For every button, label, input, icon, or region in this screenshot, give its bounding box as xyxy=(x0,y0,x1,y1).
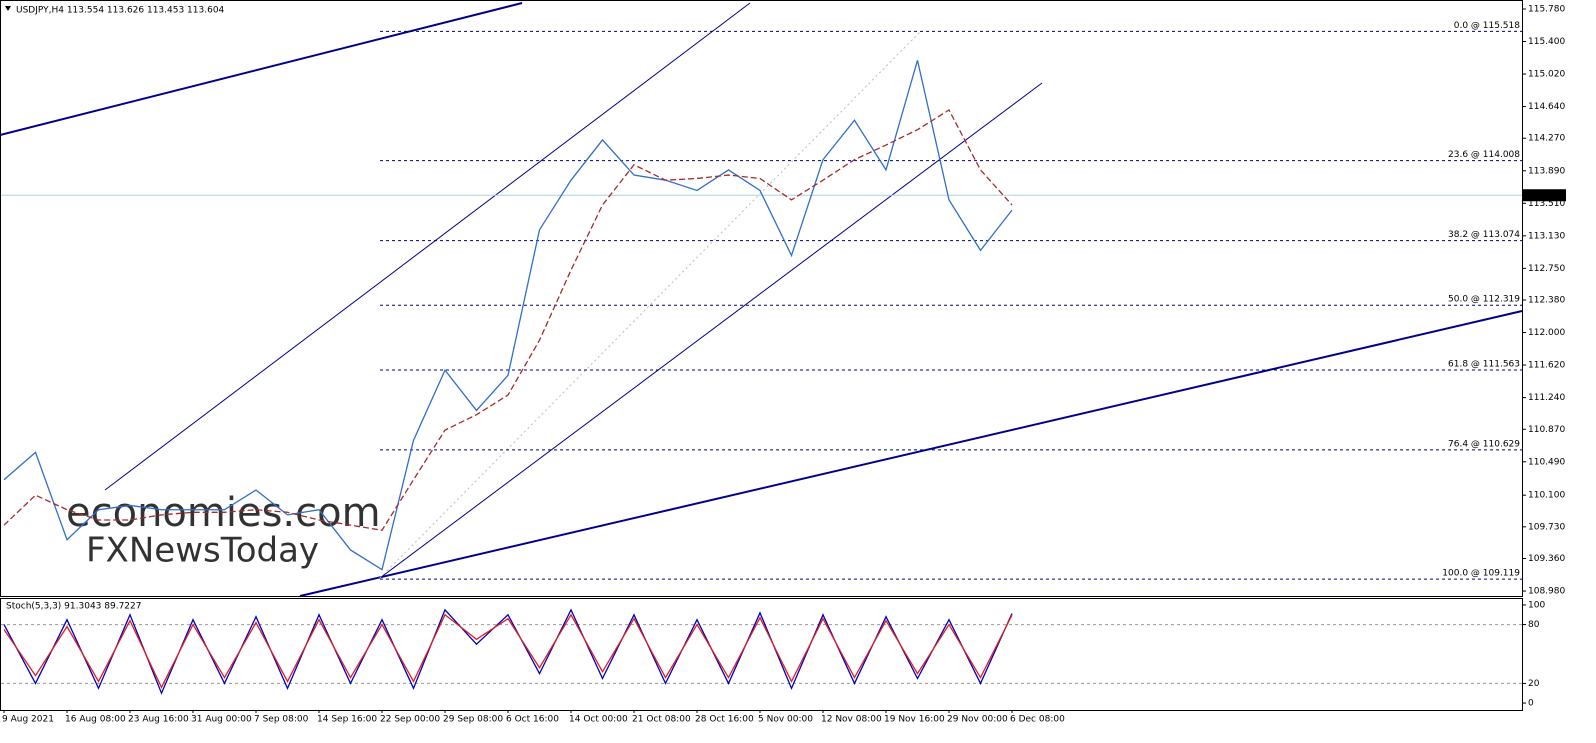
y-tick-label: 113.130 xyxy=(1528,231,1565,241)
fib-label: 61.8 @ 111.563 xyxy=(1448,359,1520,369)
y-tick-label: 0 xyxy=(1528,699,1534,709)
watermark: FXNewsToday xyxy=(86,531,319,571)
x-tick-label: 29 Nov 00:00 xyxy=(947,715,1008,725)
trend-line xyxy=(299,310,1523,597)
x-tick-label: 19 Nov 16:00 xyxy=(884,715,945,725)
price-panel-frame xyxy=(0,0,1523,597)
series-line xyxy=(3,613,1013,689)
y-tick-label: 111.240 xyxy=(1528,393,1565,403)
stoch-header: Stoch(5,3,3) 91.3043 89.7227 xyxy=(6,602,141,612)
x-tick-label: 23 Aug 16:00 xyxy=(128,715,189,725)
y-tick-label: 113.890 xyxy=(1528,166,1565,176)
y-tick-label: 115.400 xyxy=(1528,37,1565,47)
x-tick-label: 16 Aug 08:00 xyxy=(65,715,126,725)
y-tick-label: 111.620 xyxy=(1528,361,1565,371)
channel-line xyxy=(379,82,1043,579)
y-tick-label: 110.100 xyxy=(1528,491,1565,501)
x-tick-label: 6 Dec 08:00 xyxy=(1010,715,1065,725)
y-tick-label: 109.360 xyxy=(1528,554,1565,564)
y-tick-label: 115.020 xyxy=(1528,70,1565,80)
y-tick-label: 20 xyxy=(1528,679,1540,689)
fib-label: 38.2 @ 113.074 xyxy=(1448,230,1520,240)
y-tick-label: 114.640 xyxy=(1528,102,1565,112)
x-tick-label: 14 Sep 16:00 xyxy=(317,715,377,725)
x-tick-label: 9 Aug 2021 xyxy=(2,715,54,725)
x-tick-label: 12 Nov 08:00 xyxy=(821,715,882,725)
fib-label: 76.4 @ 110.629 xyxy=(1448,439,1520,449)
symbol-header: USDJPY,H4 113.554 113.626 113.453 113.60… xyxy=(16,6,225,16)
watermark: economies.com xyxy=(66,490,381,536)
x-tick-label: 6 Oct 16:00 xyxy=(506,715,559,725)
stoch-panel-frame xyxy=(0,598,1523,711)
y-tick-label: 112.000 xyxy=(1528,328,1565,338)
fib-label: 50.0 @ 112.319 xyxy=(1448,295,1520,305)
channel-line xyxy=(104,2,751,491)
y-tick-label: 108.980 xyxy=(1528,587,1565,597)
y-tick-label: 112.750 xyxy=(1528,264,1565,274)
x-tick-label: 7 Sep 08:00 xyxy=(254,715,309,725)
x-tick-label: 29 Sep 08:00 xyxy=(443,715,503,725)
y-tick-label: 110.870 xyxy=(1528,425,1565,435)
x-tick-label: 22 Sep 00:00 xyxy=(380,715,440,725)
series-line xyxy=(3,109,1013,531)
x-tick-label: 31 Aug 00:00 xyxy=(191,715,252,725)
series-line xyxy=(3,60,1013,571)
trend-line xyxy=(0,2,523,136)
y-tick-label: 109.730 xyxy=(1528,522,1565,532)
x-tick-label: 5 Nov 00:00 xyxy=(758,715,813,725)
x-tick-label: 21 Oct 08:00 xyxy=(632,715,691,725)
last-price-box xyxy=(1522,189,1566,202)
fib-label: 100.0 @ 109.119 xyxy=(1442,569,1520,579)
fib-label: 23.6 @ 114.008 xyxy=(1448,150,1520,160)
y-tick-label: 110.490 xyxy=(1528,457,1565,467)
y-tick-label: 114.270 xyxy=(1528,134,1565,144)
fib-label: 0.0 @ 115.518 xyxy=(1454,21,1521,31)
menu-arrow[interactable] xyxy=(5,6,11,11)
last-price-label: 113.604 xyxy=(1526,191,1563,201)
x-tick-label: 14 Oct 00:00 xyxy=(569,715,628,725)
x-tick-label: 28 Oct 16:00 xyxy=(695,715,754,725)
y-tick-label: 112.380 xyxy=(1528,296,1565,306)
series-line xyxy=(3,608,1013,695)
y-tick-label: 80 xyxy=(1528,620,1540,630)
y-tick-label: 113.510 xyxy=(1528,199,1565,209)
y-tick-label: 115.780 xyxy=(1528,4,1565,14)
y-tick-label: 100 xyxy=(1528,600,1545,610)
trend-lines xyxy=(0,2,1523,597)
